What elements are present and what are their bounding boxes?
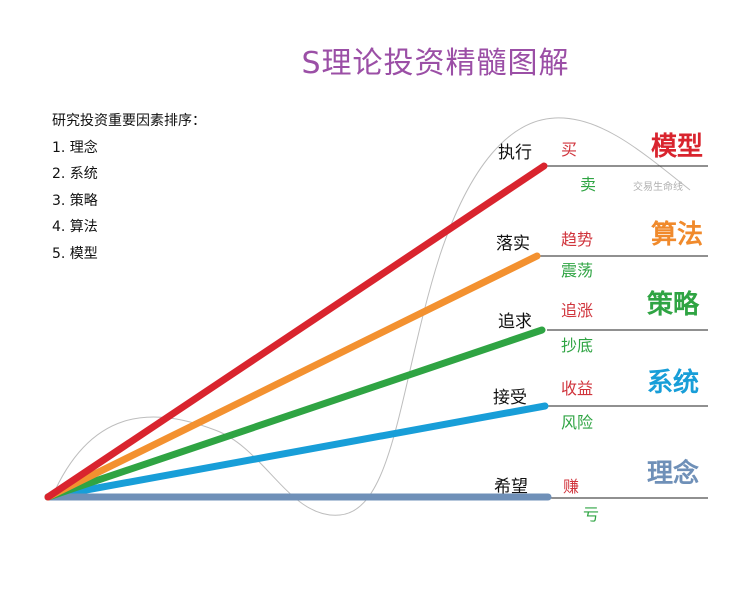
stage-label-row-4: 接受	[493, 388, 527, 408]
ranking-list: 研究投资重要因素排序： 1. 理念 2. 系统 3. 策略 4. 算法 5. 模…	[52, 108, 206, 267]
up-label-row-2: 趋势	[561, 230, 594, 249]
category-label-row-5: 理念	[647, 459, 700, 489]
category-label-row-4: 系统	[647, 368, 700, 398]
ranking-item-4: 4. 算法	[52, 219, 98, 235]
down-label-row-5: 亏	[583, 505, 600, 524]
ray-line-luoshi	[44, 252, 541, 501]
ray-line-zhixing	[44, 162, 548, 501]
ranking-item-2: 2. 系统	[52, 166, 98, 182]
up-label-row-1: 买	[561, 140, 578, 159]
stage-label-row-5: 希望	[494, 477, 528, 497]
ranking-item-3: 3. 策略	[52, 192, 98, 209]
trading-lifeline-curve	[51, 117, 691, 516]
down-label-row-2: 震荡	[561, 261, 594, 280]
down-label-row-1: 卖	[580, 175, 597, 194]
ranking-item-5: 5. 模型	[52, 245, 98, 262]
stage-label-row-2: 落实	[496, 234, 530, 254]
up-label-row-3: 追涨	[561, 301, 594, 320]
up-label-row-5: 赚	[563, 477, 580, 496]
category-label-row-2: 算法	[651, 220, 704, 250]
ray-line-zhuiqiu	[44, 326, 546, 501]
ranking-item-1: 1. 理念	[52, 139, 98, 156]
stage-label-row-1: 执行	[498, 143, 532, 163]
ranking-heading: 研究投资重要因素排序：	[52, 113, 206, 129]
ray-line-jieshou	[44, 402, 549, 501]
diagram-title: S理论投资精髓图解	[301, 46, 570, 81]
trading-lifeline-label: 交易生命线	[633, 182, 683, 193]
down-label-row-4: 风险	[561, 413, 594, 432]
category-label-row-3: 策略	[647, 290, 700, 320]
category-label-row-1: 模型	[651, 132, 704, 162]
down-label-row-3: 抄底	[561, 336, 594, 355]
up-label-row-4: 收益	[561, 379, 594, 398]
stage-label-row-3: 追求	[498, 312, 532, 332]
